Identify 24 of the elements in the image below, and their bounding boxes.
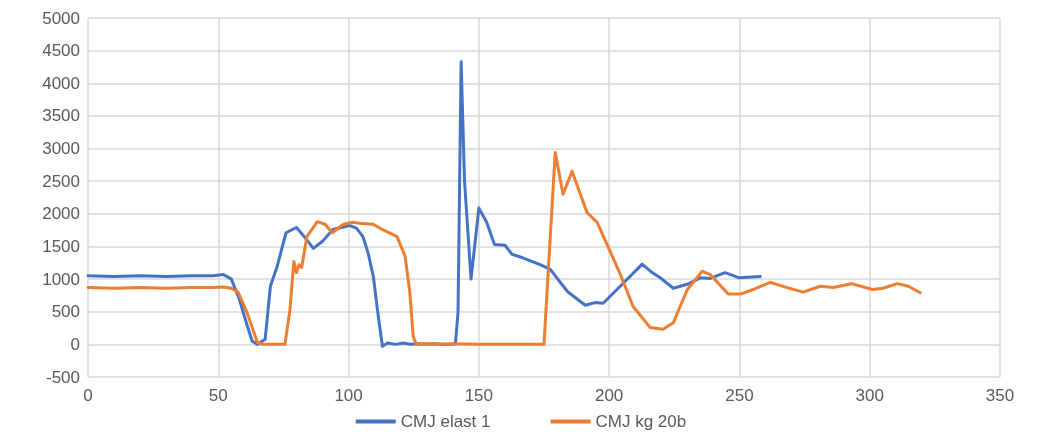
line-series: [86, 60, 762, 348]
line-series: [86, 150, 922, 346]
x-tick-label: 200: [594, 386, 624, 405]
y-tick-label: 0: [70, 334, 80, 354]
x-tick-label: 50: [208, 386, 228, 405]
y-tick-label: 1500: [42, 236, 80, 256]
x-tick-label: 100: [334, 386, 363, 405]
x-tick-label: 150: [464, 386, 494, 405]
legend-label: CMJ kg 20b: [595, 412, 687, 431]
y-tick-label: -500: [45, 367, 80, 387]
y-tick-label: 2000: [42, 204, 80, 224]
x-tick-label: 300: [855, 386, 884, 405]
y-tick-label: 3500: [42, 106, 80, 126]
y-tick-label: 3000: [42, 139, 80, 159]
x-tick-label: 250: [725, 386, 754, 405]
y-tick-label: 1000: [42, 269, 80, 289]
y-tick-label: 2500: [42, 171, 80, 191]
legend-label: CMJ elast 1: [400, 412, 491, 431]
y-tick-label: 5000: [42, 8, 80, 28]
y-tick-label: 4000: [42, 73, 80, 93]
y-tick-label: 4500: [42, 41, 80, 61]
x-tick-label: 0: [83, 386, 93, 405]
x-tick-label: 350: [985, 386, 1015, 405]
y-tick-label: 500: [51, 302, 80, 322]
